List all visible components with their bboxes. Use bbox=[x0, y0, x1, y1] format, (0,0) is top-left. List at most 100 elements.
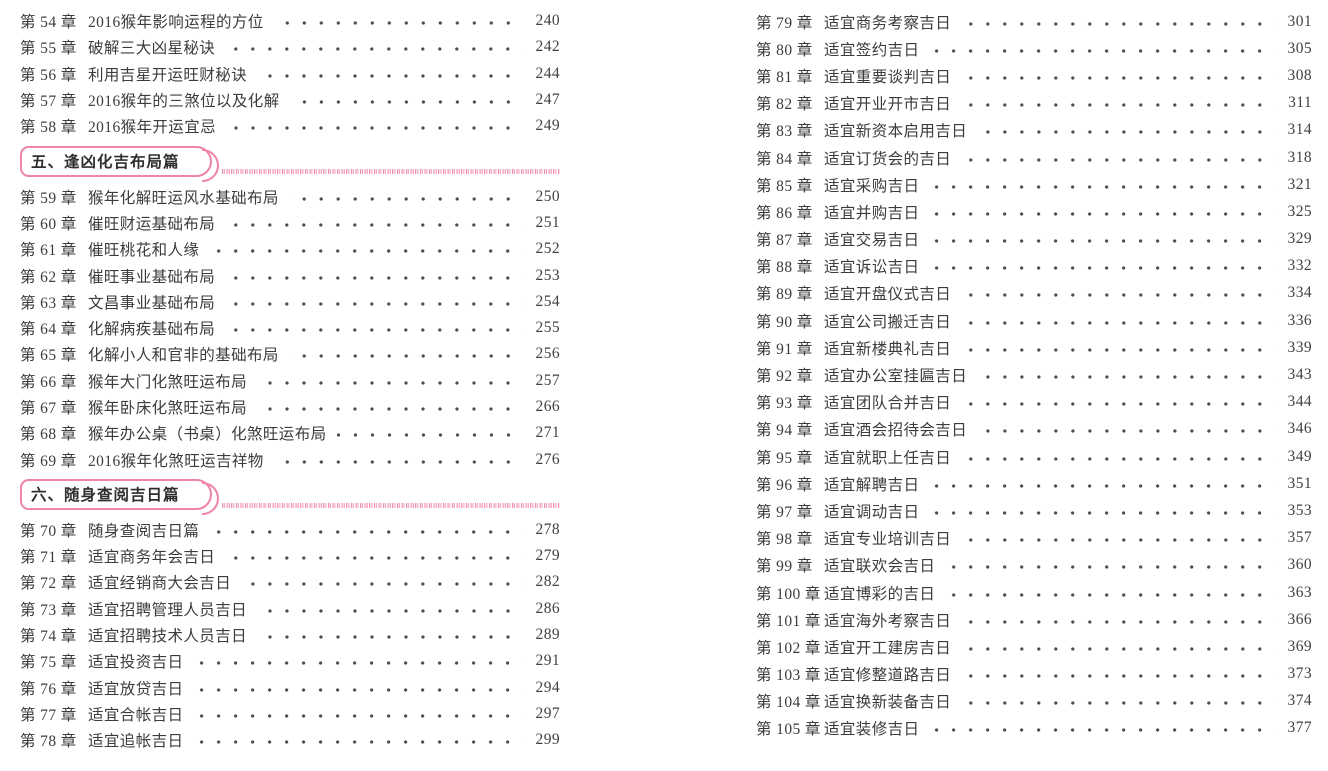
page-number: 253 bbox=[535, 266, 560, 284]
chapter-number-label: 第 79 章 bbox=[756, 14, 813, 32]
page-number: 325 bbox=[1287, 202, 1312, 220]
dot-leader bbox=[961, 645, 1275, 652]
toc-column-right: 第 79 章 适宜商务考察吉日 301 第 80 章 适宜签约吉日 305 第 … bbox=[756, 0, 1312, 771]
page-number: 366 bbox=[1287, 610, 1312, 628]
page-number: 360 bbox=[1287, 556, 1312, 574]
toc-entry-row: 第 76 章 适宜放贷吉日 294 bbox=[20, 675, 560, 701]
dot-leader bbox=[929, 210, 1275, 217]
chapter-number-label: 第 59 章 bbox=[20, 189, 77, 207]
chapter-title: 适宜商务年会吉日 bbox=[88, 549, 216, 567]
toc-entry-row: 第 100 章 适宜博彩的吉日 363 bbox=[756, 579, 1312, 606]
chapter-title: 适宜诉讼吉日 bbox=[824, 259, 920, 277]
toc-entry-row: 第 57 章 2016猴年的三煞位以及化解 247 bbox=[20, 87, 560, 113]
dot-leader bbox=[225, 46, 523, 53]
chapter-title: 适宜酒会招待会吉日 bbox=[824, 422, 968, 440]
toc-entry-row: 第 84 章 适宜订货会的吉日 318 bbox=[756, 144, 1312, 171]
chapter-number-label: 第 81 章 bbox=[756, 68, 813, 86]
dot-leader bbox=[961, 102, 1275, 109]
toc-entry-row: 第 81 章 适宜重要谈判吉日 308 bbox=[756, 62, 1312, 89]
dot-leader bbox=[193, 739, 523, 746]
dot-leader bbox=[961, 673, 1275, 680]
toc-entry-row: 第 102 章 适宜开工建房吉日 369 bbox=[756, 633, 1312, 660]
toc-entry-row: 第 78 章 适宜追帐吉日 299 bbox=[20, 727, 560, 753]
toc-entry-row: 第 60 章 催旺财运基础布局 251 bbox=[20, 210, 560, 236]
section-title-badge: 五、逢凶化吉布局篇 bbox=[20, 145, 219, 182]
toc-entry-row: 第 58 章 2016猴年开运宜忌 249 bbox=[20, 113, 560, 139]
page-number: 332 bbox=[1287, 257, 1312, 275]
toc-entry-row: 第 65 章 化解小人和官非的基础布局 256 bbox=[20, 341, 560, 367]
dot-leader bbox=[257, 406, 523, 412]
toc-entry-row: 第 97 章 适宜调动吉日 353 bbox=[756, 497, 1312, 524]
chapter-number-label: 第 87 章 bbox=[756, 232, 813, 250]
dot-leader bbox=[929, 265, 1275, 272]
chapter-title: 适宜订货会的吉日 bbox=[824, 150, 952, 168]
chapter-title: 适宜联欢会吉日 bbox=[824, 558, 936, 576]
chapter-title: 适宜解聘吉日 bbox=[824, 476, 920, 494]
chapter-title: 适宜新资本启用吉日 bbox=[824, 123, 968, 141]
chapter-number-label: 第 97 章 bbox=[756, 503, 813, 521]
chapter-title: 适宜采购吉日 bbox=[824, 177, 920, 195]
chapter-number-label: 第 73 章 bbox=[20, 601, 77, 619]
dot-leader bbox=[288, 353, 523, 360]
chapter-title: 化解小人和官非的基础布局 bbox=[88, 347, 279, 365]
dot-leader bbox=[241, 581, 523, 588]
chapter-number-label: 第 60 章 bbox=[20, 215, 77, 233]
chapter-number-label: 第 93 章 bbox=[756, 395, 813, 413]
toc-entry-row: 第 80 章 适宜签约吉日 305 bbox=[756, 35, 1312, 62]
chapter-title: 适宜换新装备吉日 bbox=[824, 694, 952, 712]
chapter-number-label: 第 76 章 bbox=[20, 680, 77, 698]
chapter-number-label: 第 64 章 bbox=[20, 321, 77, 339]
chapter-number-label: 第 54 章 bbox=[20, 14, 77, 32]
page-number: 256 bbox=[535, 345, 560, 363]
page-number: 240 bbox=[535, 12, 560, 30]
chapter-title: 适宜开业开市吉日 bbox=[824, 96, 952, 114]
toc-entry-row: 第 104 章 适宜换新装备吉日 374 bbox=[756, 688, 1312, 715]
chapter-number-label: 第 62 章 bbox=[20, 268, 77, 286]
dot-leader bbox=[193, 712, 523, 719]
page-number: 286 bbox=[535, 599, 560, 617]
page-number: 374 bbox=[1287, 692, 1312, 710]
chapter-number-label: 第 102 章 bbox=[756, 639, 821, 657]
page-number: 291 bbox=[535, 652, 560, 670]
dot-leader bbox=[961, 74, 1275, 81]
toc-entry-row: 第 90 章 适宜公司搬迁吉日 336 bbox=[756, 307, 1312, 334]
chapter-number-label: 第 61 章 bbox=[20, 242, 77, 260]
dot-leader bbox=[289, 99, 523, 106]
chapter-title: 适宜追帐吉日 bbox=[88, 733, 184, 751]
chapter-title: 2016猴年影响运程的方位 bbox=[88, 14, 264, 32]
page-number: 346 bbox=[1287, 420, 1312, 438]
chapter-number-label: 第 99 章 bbox=[756, 558, 813, 576]
page-number: 343 bbox=[1287, 366, 1312, 384]
chapter-number-label: 第 63 章 bbox=[20, 294, 77, 312]
chapter-number-label: 第 103 章 bbox=[756, 667, 821, 685]
chapter-title: 适宜投资吉日 bbox=[88, 654, 184, 672]
chapter-title: 催旺桃花和人缘 bbox=[88, 242, 200, 260]
chapter-number-label: 第 78 章 bbox=[20, 733, 77, 751]
page-number: 314 bbox=[1287, 121, 1312, 139]
page-number: 299 bbox=[535, 731, 560, 749]
chapter-title: 利用吉星开运旺财秘诀 bbox=[88, 66, 248, 84]
toc-entry-row: 第 87 章 适宜交易吉日 329 bbox=[756, 226, 1312, 253]
chapter-number-label: 第 75 章 bbox=[20, 654, 77, 672]
dot-leader bbox=[225, 555, 523, 562]
chapter-title: 催旺事业基础布局 bbox=[88, 268, 216, 286]
page-number: 276 bbox=[535, 450, 560, 468]
dot-leader bbox=[209, 528, 523, 535]
toc-entry-row: 第 105 章 适宜装修吉日 377 bbox=[756, 715, 1312, 742]
chapter-number-label: 第 85 章 bbox=[756, 177, 813, 195]
page-number: 282 bbox=[535, 573, 560, 591]
chapter-title: 猴年卧床化煞旺运布局 bbox=[88, 400, 248, 417]
chapter-number-label: 第 101 章 bbox=[756, 612, 821, 630]
dot-leader bbox=[929, 727, 1275, 734]
toc-entry-row: 第 95 章 适宜就职上任吉日 349 bbox=[756, 443, 1312, 470]
dot-leader bbox=[961, 618, 1275, 625]
section-header-row: 五、逢凶化吉布局篇 bbox=[20, 139, 560, 183]
chapter-title: 适宜团队合并吉日 bbox=[824, 395, 952, 413]
toc-entry-row: 第 99 章 适宜联欢会吉日 360 bbox=[756, 552, 1312, 579]
page-number: 252 bbox=[535, 240, 560, 258]
toc-entry-row: 第 85 章 适宜采购吉日 321 bbox=[756, 171, 1312, 198]
dot-leader bbox=[273, 20, 523, 27]
chapter-title: 适宜商务考察吉日 bbox=[824, 14, 952, 32]
chapter-title: 适宜公司搬迁吉日 bbox=[824, 313, 952, 331]
